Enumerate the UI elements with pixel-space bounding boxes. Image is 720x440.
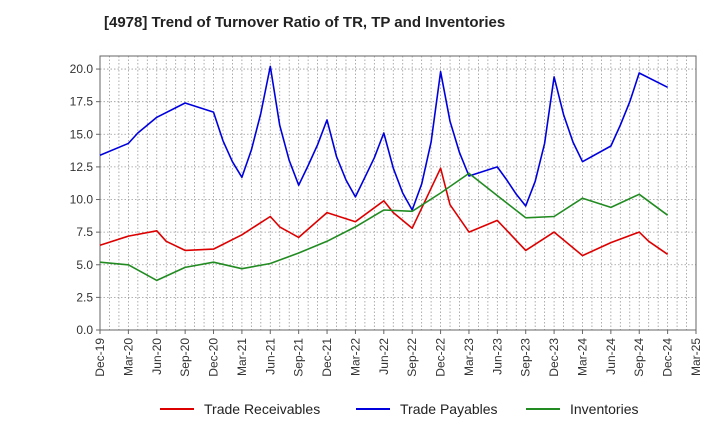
- x-tick-label: Mar-25: [689, 338, 703, 376]
- legend-label-inventories: Inventories: [570, 401, 638, 417]
- x-tick-label: Mar-20: [121, 338, 135, 376]
- x-tick-label: Jun-23: [490, 338, 504, 375]
- plot-frame: [99, 55, 697, 331]
- x-tick-label: Dec-19: [93, 338, 107, 377]
- x-tick-label: Dec-21: [320, 338, 334, 377]
- series-line-inventories: [99, 172, 669, 282]
- y-tick-label: 7.5: [76, 225, 93, 239]
- legend-label-trade-receivables: Trade Receivables: [204, 401, 320, 417]
- y-tick-label: 12.5: [70, 160, 94, 174]
- x-tick-label: Dec-23: [547, 338, 561, 377]
- x-tick-label: Mar-23: [462, 338, 476, 376]
- x-tick-label: Sep-23: [519, 338, 533, 377]
- grid-layer: [99, 56, 697, 331]
- x-tick-label: Dec-20: [207, 338, 221, 377]
- x-tick-label: Jun-20: [150, 338, 164, 375]
- y-tick-label: 0.0: [76, 323, 93, 337]
- x-tick-label: Sep-22: [405, 338, 419, 377]
- series-line-trade-payables: [99, 65, 668, 211]
- x-tick-label: Sep-24: [632, 338, 646, 377]
- legend-label-trade-payables: Trade Payables: [400, 401, 498, 417]
- y-tick-label: 10.0: [70, 193, 94, 207]
- y-tick-label: 2.5: [76, 290, 93, 304]
- x-tick-label: Mar-24: [575, 338, 589, 376]
- x-tick-label: Sep-21: [292, 338, 306, 377]
- y-tick-label: 17.5: [70, 95, 94, 109]
- x-tick-label: Jun-22: [377, 338, 391, 375]
- x-tick-label: Mar-21: [235, 338, 249, 376]
- x-axis: Dec-19 Mar-20 Jun-20 Sep-20 Dec-20 Mar-21 Jun-…: [93, 330, 703, 377]
- y-axis: 0.0 2.5 5.0 7.5 10.0 12.5 15.0 17.5 20.0: [70, 62, 100, 337]
- chart-title: [4978] Trend of Turnover Ratio of TR, TP…: [104, 14, 506, 31]
- x-tick-label: Jun-21: [263, 338, 277, 375]
- x-tick-label: Dec-24: [661, 338, 675, 377]
- x-tick-label: Jun-24: [604, 338, 618, 375]
- series-line-trade-receivables: [99, 167, 669, 257]
- x-tick-label: Dec-22: [434, 338, 448, 377]
- y-tick-label: 5.0: [76, 258, 93, 272]
- x-tick-label: Sep-20: [178, 338, 192, 377]
- x-tick-label: Mar-22: [348, 338, 362, 376]
- y-tick-label: 15.0: [70, 127, 94, 141]
- series-layer: [99, 65, 669, 282]
- legend: Trade Receivables Trade Payables Inventori…: [160, 401, 638, 417]
- y-tick-label: 20.0: [70, 62, 94, 76]
